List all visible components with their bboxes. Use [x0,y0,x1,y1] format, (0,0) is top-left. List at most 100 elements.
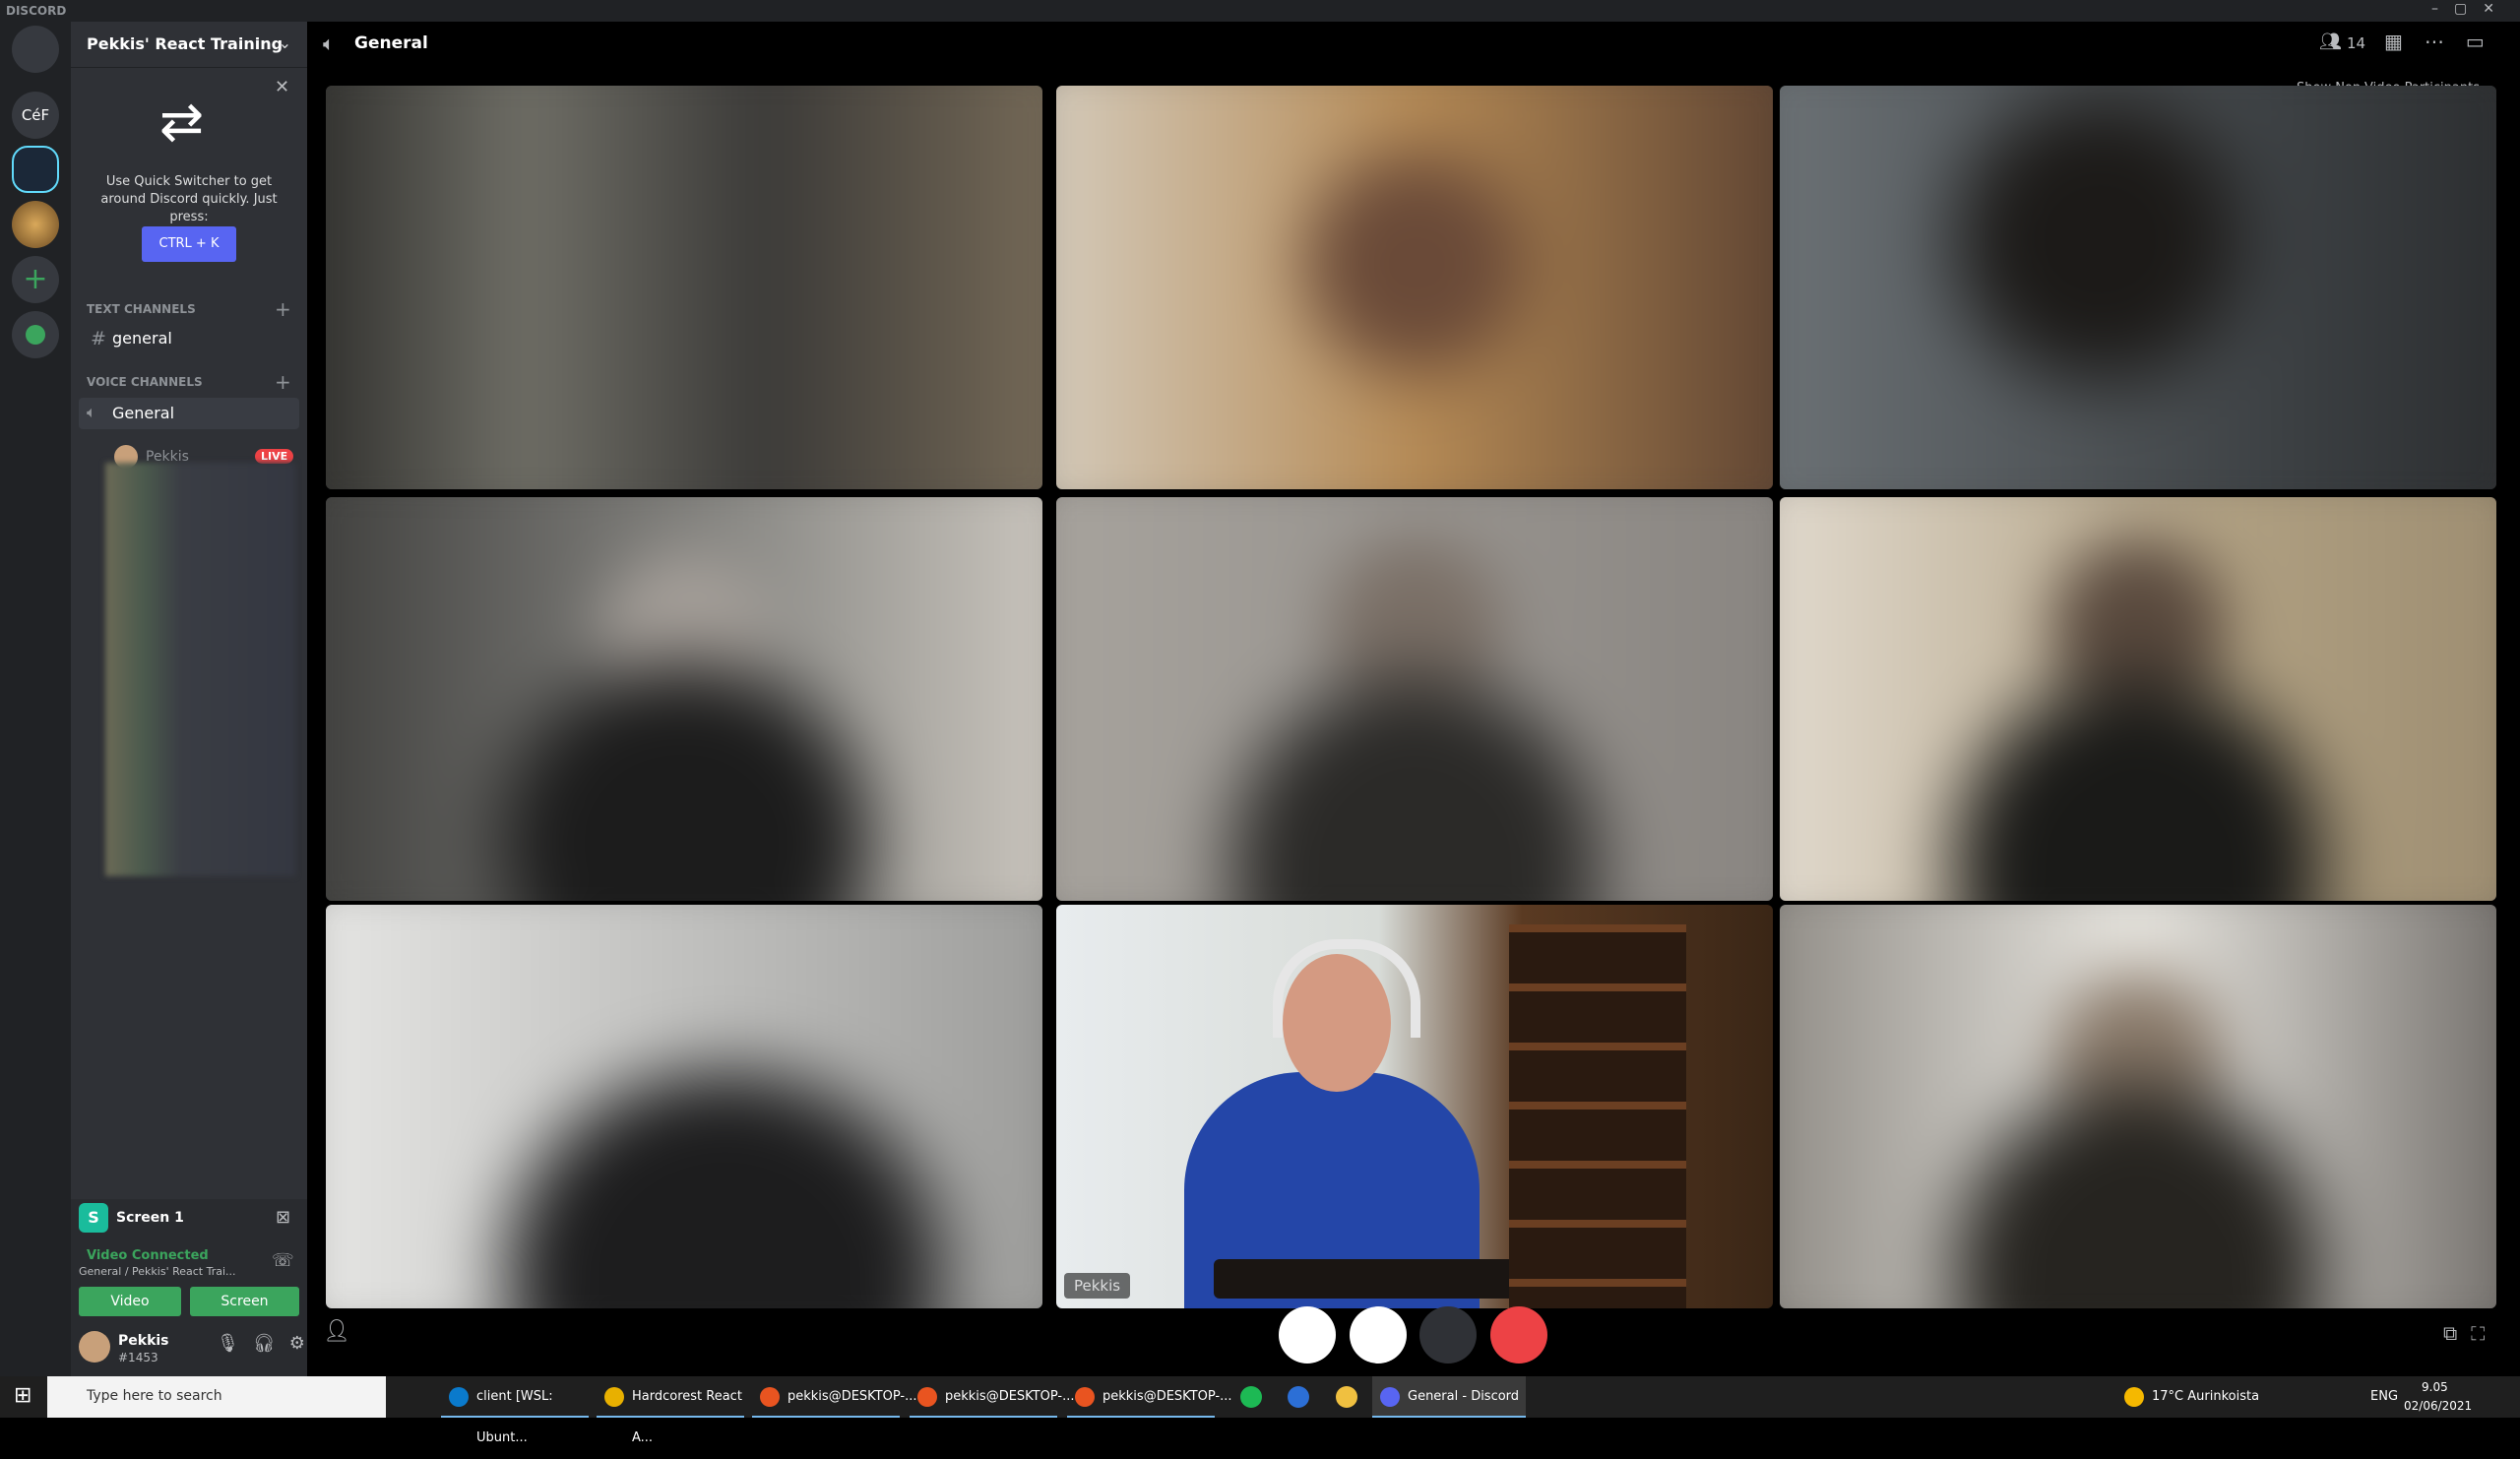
server-icon[interactable]: CéF [12,92,59,139]
participant-count: 14 [2347,34,2366,52]
video-tile[interactable] [1056,497,1773,901]
blurred-video [1056,497,1773,901]
taskbar-app[interactable]: client [WSL: Ubunt... [441,1376,589,1445]
taskbar-app[interactable]: Hardcorest React A... [597,1376,744,1445]
user-tag: #1453 [118,1351,158,1364]
app-label: General - Discord [1408,1389,1520,1404]
video-tile[interactable] [326,497,1042,901]
server-header[interactable]: Pekkis' React Training ⌄ [71,22,307,68]
clock-date[interactable]: 02/06/2021 [2404,1399,2473,1413]
server-name: Pekkis' React Training [87,34,284,53]
server-label: CéF [21,106,50,124]
taskbar-app[interactable]: pekkis@DESKTOP-... [1067,1376,1232,1418]
camera-button[interactable] [1279,1306,1336,1364]
stream-name: Screen 1 [116,1210,184,1226]
disconnect[interactable]: ☏ [272,1250,294,1271]
voice-channel[interactable]: 🔈︎ General [79,398,299,429]
taskbar-app[interactable]: pekkis@DESKTOP-... [910,1376,1075,1418]
bookshelf [1509,924,1686,1308]
quick-switcher-text: Use Quick Switcher to get around Discord… [100,174,278,224]
app-icon [604,1387,624,1407]
language[interactable]: ENG [2370,1389,2399,1404]
app-label: pekkis@DESKTOP-... [1102,1389,1232,1404]
video-tile[interactable]: Pekkis [1056,905,1773,1308]
app-title: DISCORD [6,4,67,18]
video-tile[interactable] [1780,497,2496,901]
blurred-video [326,497,1042,901]
button-label: Screen [220,1294,269,1309]
name-label: Pekkis [1064,1273,1131,1299]
explore[interactable] [12,311,59,358]
screen-share-button[interactable] [1350,1306,1407,1364]
title-bar: DISCORD –▢✕ [0,0,2520,22]
pinned-app[interactable] [1336,1386,1357,1408]
shortcut: CTRL + K [158,236,220,251]
video-tile[interactable] [326,86,1042,489]
app-icon [449,1387,469,1407]
pinned-app[interactable] [1288,1386,1309,1408]
mute-button[interactable] [1419,1306,1477,1364]
screen-icon: S [79,1203,108,1233]
add-channel[interactable]: + [275,297,291,321]
header-actions[interactable]: ▦⋯▭ [2384,30,2506,53]
weather[interactable]: 17°C Aurinkoista [2152,1389,2260,1404]
video-tile[interactable] [1780,905,2496,1308]
user-area: Pekkis #1453 🎙︎🎧︎⚙︎ [71,1317,307,1376]
video-button[interactable]: Video [79,1287,181,1316]
pinned-app[interactable] [1240,1386,1262,1408]
member-name[interactable]: Pekkis [146,449,189,465]
blurred-video [326,905,1042,1308]
stream-preview[interactable] [105,463,295,876]
channel-name: General [112,404,175,422]
video-tile[interactable] [1780,86,2496,489]
weather-icon [2124,1387,2144,1407]
category-heading[interactable]: VOICE CHANNELS [87,375,203,389]
stop-stream[interactable]: ⊠ [276,1207,291,1228]
switch-icon: ⇄ [159,91,205,153]
taskbar-app[interactable]: pekkis@DESKTOP-... [752,1376,917,1418]
connection-status[interactable]: Video Connected [87,1248,209,1263]
start-button[interactable]: ⊞ [14,1383,32,1408]
shortcut-button[interactable]: CTRL + K [142,226,236,262]
category-heading[interactable]: TEXT CHANNELS [87,302,196,316]
headphones [1273,939,1420,1038]
add-server[interactable]: + [12,256,59,303]
app-icon [917,1387,937,1407]
disconnect-button[interactable] [1490,1306,1547,1364]
hash: # [91,328,106,349]
app-icon [1380,1387,1400,1407]
user-controls[interactable]: 🎙︎🎧︎⚙︎ [217,1333,319,1354]
close-button[interactable]: ✕ [275,77,290,97]
add-channel[interactable]: + [275,370,291,394]
speaker-icon: 🔈︎ [323,32,335,55]
search-box[interactable]: Type here to search [47,1376,386,1418]
taskbar-app[interactable]: General - Discord [1372,1376,1526,1418]
blurred-video [1780,86,2496,489]
call-header: 🔈︎ General 👥︎ 14 ▦⋯▭ [307,22,2520,67]
server-icon[interactable] [12,201,59,248]
app-icon [760,1387,780,1407]
live-badge: LIVE [255,449,294,464]
app-icon [1075,1387,1095,1407]
channel-sidebar: Pekkis' React Training ⌄ ✕ ⇄ Use Quick S… [71,22,307,1376]
channel-name[interactable]: general [112,329,172,348]
server-icon[interactable] [12,146,59,193]
clock-time[interactable]: 9.05 [2422,1380,2448,1394]
invite-button[interactable]: 👤︎ [323,1319,350,1344]
video-tile[interactable] [1056,86,1773,489]
video-tile[interactable] [326,905,1042,1308]
blurred-video [1056,86,1773,489]
app-label: pekkis@DESKTOP-... [945,1389,1075,1404]
popout-fullscreen[interactable]: ⧉⛶ [2443,1321,2499,1345]
search-placeholder: Type here to search [87,1388,222,1404]
user-avatar[interactable] [79,1331,110,1363]
home-button[interactable] [12,26,59,73]
server-rail: CéF + [0,22,71,1376]
app-label: pekkis@DESKTOP-... [788,1389,917,1404]
blurred-video [1780,905,2496,1308]
participants-icon[interactable]: 👥︎ [2319,32,2342,52]
window-controls[interactable]: –▢✕ [2431,1,2510,17]
chevron: ⌄ [278,33,291,52]
screen-button[interactable]: Screen [190,1287,299,1316]
